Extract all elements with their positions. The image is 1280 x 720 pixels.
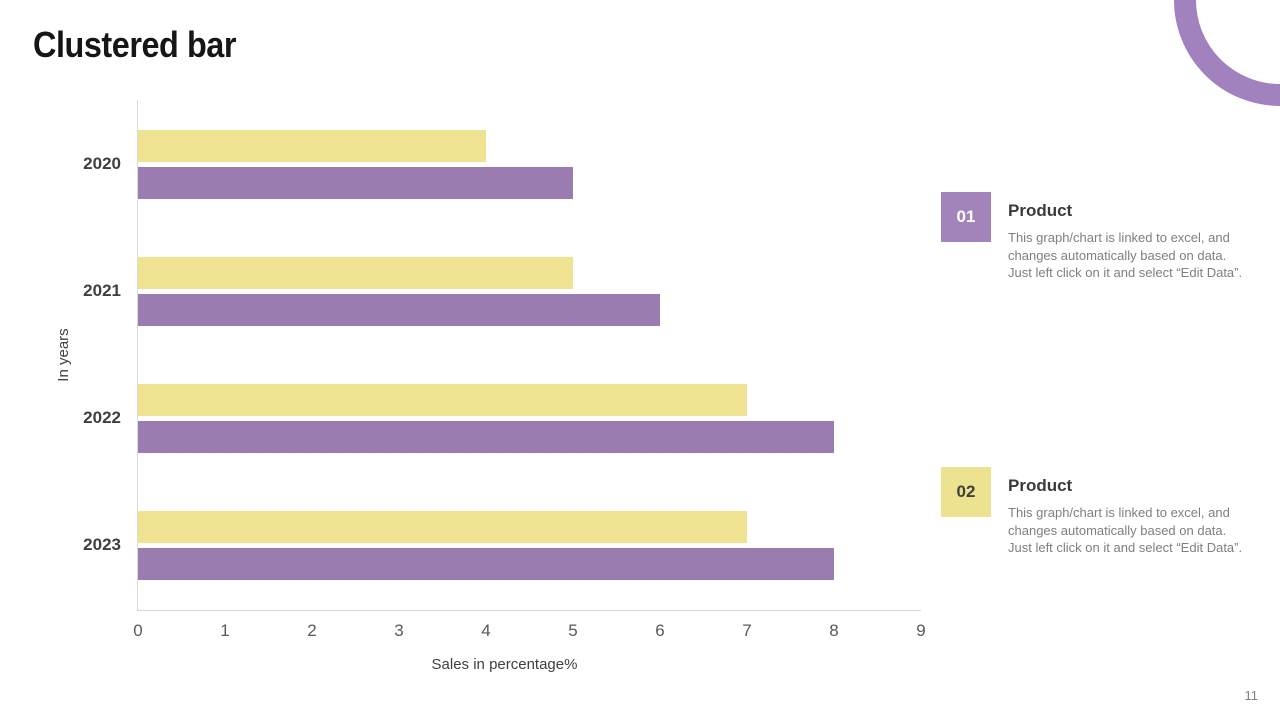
legend-description: This graph/chart is linked to excel, and… [1008, 230, 1243, 280]
legend-badge: 01 [941, 192, 991, 242]
y-category-label: 2021 [83, 281, 121, 300]
legend-item-product-02: 02 Product This graph/chart is linked to… [941, 467, 1250, 557]
y-category-label: 2020 [83, 154, 121, 173]
x-tick-label: 4 [481, 621, 491, 640]
legend-title: Product [1008, 201, 1073, 220]
bar-2022-product-02 [138, 384, 747, 416]
y-axis-title: In years [55, 328, 72, 382]
bar-2021-product-01 [138, 294, 660, 326]
y-category-label: 2023 [83, 535, 121, 554]
x-tick-label: 8 [829, 621, 839, 640]
bar-2020-product-02 [138, 130, 486, 162]
x-tick-label: 2 [307, 621, 317, 640]
legend-item-product-01: 01 Product This graph/chart is linked to… [941, 192, 1250, 282]
legend-text: Product This graph/chart is linked to ex… [1008, 467, 1250, 557]
x-tick-label: 5 [568, 621, 578, 640]
x-tick-label: 7 [742, 621, 752, 640]
legend-title: Product [1008, 476, 1073, 495]
legend-text: Product This graph/chart is linked to ex… [1008, 192, 1250, 282]
x-tick-label: 1 [220, 621, 230, 640]
x-tick-label: 0 [133, 621, 143, 640]
bar-2023-product-01 [138, 548, 834, 580]
bar-2020-product-01 [138, 167, 573, 199]
bar-2023-product-02 [138, 511, 747, 543]
plot-area: In years Sales in percentage% 2020 2021 20… [55, 100, 926, 673]
x-tick-label: 3 [394, 621, 404, 640]
legend-description: This graph/chart is linked to excel, and… [1008, 505, 1243, 555]
slide-title: Clustered bar [33, 24, 237, 65]
legend-badge: 02 [941, 467, 991, 517]
x-tick-label: 9 [916, 621, 926, 640]
y-category-label: 2022 [83, 408, 121, 427]
bar-2022-product-01 [138, 421, 834, 453]
page-number: 11 [1244, 688, 1259, 703]
x-tick-label: 6 [655, 621, 665, 640]
x-axis-title: Sales in percentage% [431, 656, 578, 673]
decorative-arc [1174, 0, 1280, 106]
bar-2021-product-02 [138, 257, 573, 289]
